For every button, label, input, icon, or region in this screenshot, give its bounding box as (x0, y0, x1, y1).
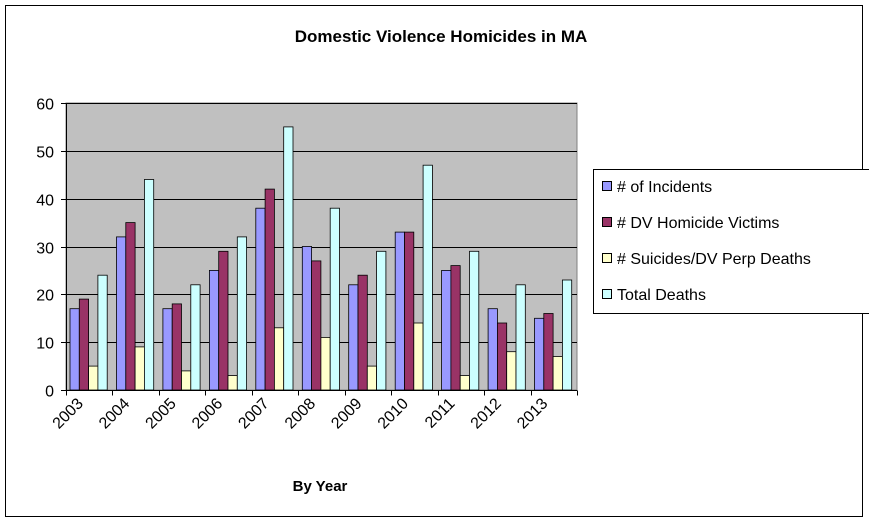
bar-2008-series-2 (312, 261, 321, 390)
bar-2009-series-4 (377, 251, 386, 390)
y-tick-label: 40 (36, 193, 54, 210)
bar-2003-series-2 (79, 299, 88, 390)
bar-2009-series-3 (367, 366, 376, 390)
bar-2006-series-2 (219, 251, 228, 390)
y-tick-label: 60 (36, 97, 54, 114)
y-tick-label: 10 (36, 336, 54, 353)
bar-2012-series-3 (507, 352, 516, 390)
bar-2006-series-4 (237, 237, 246, 390)
bar-2008-series-1 (302, 247, 311, 391)
bar-2007-series-4 (284, 127, 293, 390)
bar-2008-series-4 (330, 208, 339, 390)
bar-2009-series-2 (358, 275, 367, 390)
x-axis-title: By Year (293, 478, 348, 495)
bar-2005-series-3 (182, 371, 191, 390)
bar-2012-series-4 (516, 285, 525, 390)
bar-2013-series-1 (535, 318, 544, 390)
legend-label: # Suicides/DV Perp Deaths (617, 251, 811, 268)
bar-2011-series-1 (442, 270, 451, 390)
bar-2006-series-3 (228, 376, 237, 390)
bar-2004-series-2 (126, 223, 135, 390)
bar-2011-series-3 (460, 376, 469, 390)
bar-2004-series-4 (144, 180, 153, 391)
bar-2004-series-3 (135, 347, 144, 390)
y-tick-label: 50 (36, 145, 54, 162)
bar-2005-series-4 (191, 285, 200, 390)
bar-2013-series-3 (553, 357, 562, 391)
legend: # of Incidents # DV Homicide Victims # Sui… (594, 170, 869, 314)
bar-2010-series-2 (405, 232, 414, 390)
bar-2007-series-3 (274, 328, 283, 390)
bar-2007-series-1 (256, 208, 265, 390)
bar-2011-series-2 (451, 266, 460, 390)
y-tick-label: 20 (36, 288, 54, 305)
bar-2005-series-1 (163, 309, 172, 390)
bar-2013-series-4 (562, 280, 571, 390)
bar-2003-series-1 (70, 309, 79, 390)
bar-2008-series-3 (321, 337, 330, 390)
legend-swatch (603, 218, 612, 227)
bar-2005-series-2 (172, 304, 181, 390)
legend-swatch (603, 182, 612, 191)
chart-title: Domestic Violence Homicides in MA (295, 27, 588, 46)
bar-2010-series-1 (395, 232, 404, 390)
bar-2007-series-2 (265, 189, 274, 390)
bar-2010-series-3 (414, 323, 423, 390)
legend-label: Total Deaths (617, 287, 706, 304)
bar-2006-series-1 (209, 270, 218, 390)
legend-swatch (603, 290, 612, 299)
bar-2009-series-1 (349, 285, 358, 390)
bar-2012-series-1 (488, 309, 497, 390)
bar-2003-series-3 (89, 366, 98, 390)
legend-label: # DV Homicide Victims (617, 215, 779, 232)
y-tick-label: 0 (45, 384, 54, 401)
bar-2004-series-1 (117, 237, 126, 390)
bar-2010-series-4 (423, 165, 432, 390)
legend-swatch (603, 254, 612, 263)
bar-2013-series-2 (544, 314, 553, 391)
bar-2003-series-4 (98, 275, 107, 390)
legend-label: # of Incidents (617, 179, 712, 196)
y-tick-label: 30 (36, 241, 54, 258)
bar-2011-series-4 (470, 251, 479, 390)
bar-2012-series-2 (497, 323, 506, 390)
